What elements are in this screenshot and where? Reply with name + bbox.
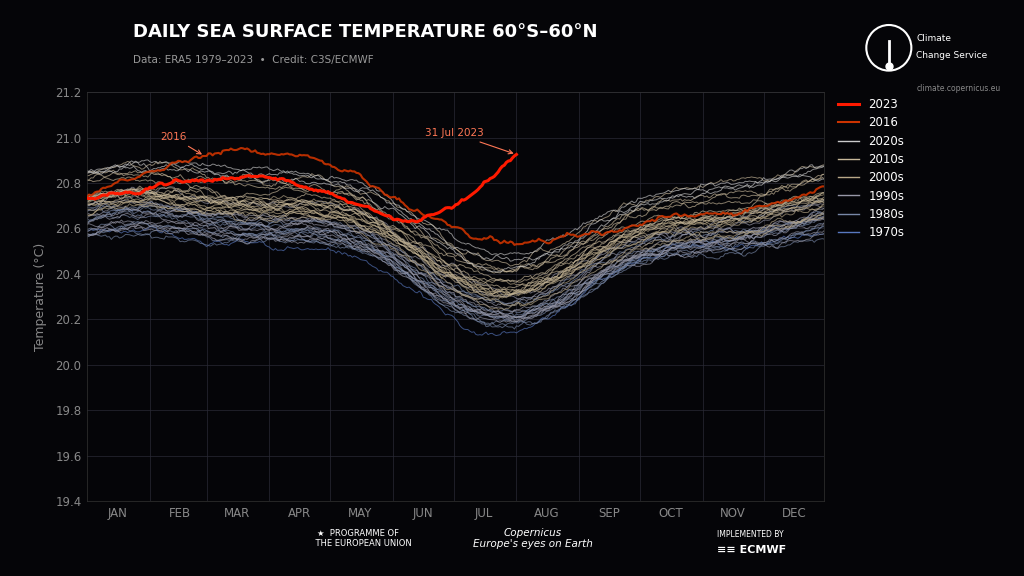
Text: 31 Jul 2023: 31 Jul 2023 [425, 128, 513, 154]
Y-axis label: Temperature (°C): Temperature (°C) [34, 242, 47, 351]
Text: IMPLEMENTED BY: IMPLEMENTED BY [717, 530, 783, 539]
Text: Copernicus
Europe's eyes on Earth: Copernicus Europe's eyes on Earth [472, 528, 593, 550]
Text: ★  PROGRAMME OF
    THE EUROPEAN UNION: ★ PROGRAMME OF THE EUROPEAN UNION [305, 529, 412, 548]
Text: DAILY SEA SURFACE TEMPERATURE 60°S–60°N: DAILY SEA SURFACE TEMPERATURE 60°S–60°N [133, 23, 598, 41]
Legend: 2023, 2016, 2020s, 2010s, 2000s, 1990s, 1980s, 1970s: 2023, 2016, 2020s, 2010s, 2000s, 1990s, … [838, 98, 904, 239]
Text: 2016: 2016 [160, 132, 201, 154]
Text: ≡≡ ECMWF: ≡≡ ECMWF [717, 545, 786, 555]
Text: climate.copernicus.eu: climate.copernicus.eu [916, 84, 1000, 93]
Text: Data: ERA5 1979–2023  •  Credit: C3S/ECMWF: Data: ERA5 1979–2023 • Credit: C3S/ECMWF [133, 55, 374, 65]
Text: Change Service: Change Service [916, 51, 988, 60]
Text: Climate: Climate [916, 35, 951, 43]
